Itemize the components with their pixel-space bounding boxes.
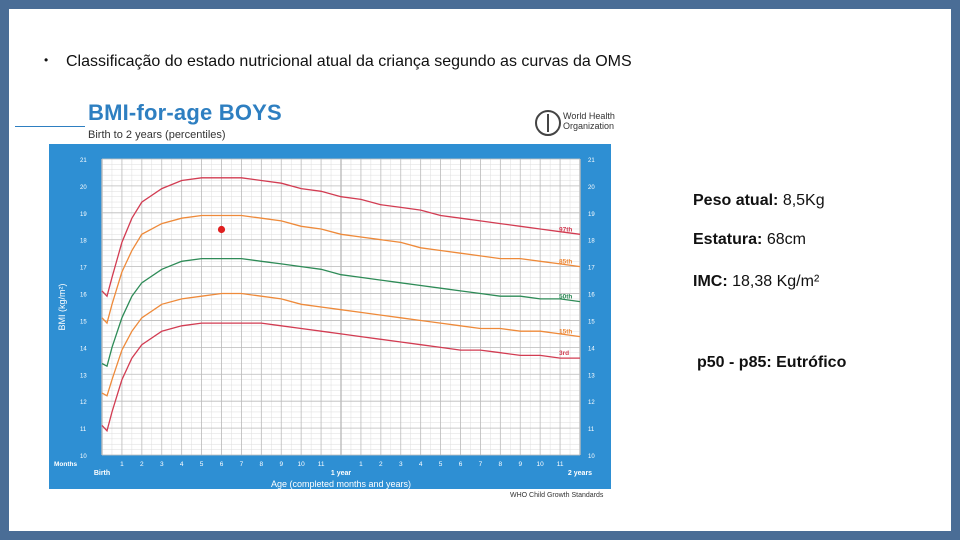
y-tick-label-right: 19	[588, 212, 595, 218]
x-tick-label: 3	[160, 461, 164, 468]
x-tick-label: 4	[180, 461, 184, 468]
info-height: Estatura: 68cm	[693, 231, 806, 249]
x-tick-label: 9	[279, 461, 283, 468]
y-tick-label-left: 13	[80, 373, 87, 379]
x-tick-label: 2	[140, 461, 144, 468]
chart-subtitle: Birth to 2 years (percentiles)	[88, 129, 226, 141]
x-tick-label: 5	[200, 461, 204, 468]
header-rule	[15, 126, 85, 127]
x-tick-label: 7	[479, 461, 483, 468]
x-tick-label: 6	[459, 461, 463, 468]
series-line-97th	[101, 177, 581, 298]
chart-header: BMI-for-age BOYS Birth to 2 years (perce…	[15, 96, 615, 146]
x-tick-label: 1	[359, 461, 363, 468]
y-tick-label-left: 21	[80, 158, 87, 164]
bmi-label: IMC:	[693, 273, 728, 290]
y-tick-label-right: 15	[588, 319, 595, 325]
series-line-3rd	[101, 322, 580, 433]
series-label-50th: 50th	[559, 294, 572, 301]
chart-frame: 10 10 11 11 12 12 13 13 14 14 15 15 16 16 17 17 18 18 19 19…	[49, 144, 611, 489]
bmi-value: 18,38 Kg/m²	[732, 273, 820, 290]
x-tick-label: 1	[120, 461, 124, 468]
y-tick-label-right: 18	[588, 239, 595, 245]
x-axis-label: Age (completed months and years)	[271, 479, 411, 489]
y-tick-label-right: 16	[588, 293, 595, 299]
series-line-85th	[101, 214, 581, 325]
who-org-line2: Organization	[563, 121, 615, 131]
x-tick-label: 2	[379, 461, 383, 468]
series-label-3rd: 3rd	[559, 350, 569, 357]
info-weight: Peso atual: 8,5Kg	[693, 192, 825, 210]
y-tick-label-right: 12	[588, 400, 595, 406]
x-tick-label: 8	[260, 461, 264, 468]
bullet: •	[44, 53, 49, 67]
x-tick-label: Birth	[94, 470, 110, 477]
x-tick-label: 6	[220, 461, 224, 468]
y-tick-label-left: 14	[80, 346, 87, 352]
y-tick-label-right: 20	[588, 185, 595, 191]
y-tick-label-right: 11	[588, 427, 595, 433]
x-tick-label: 11	[557, 461, 564, 468]
info-classification: p50 - p85: Eutrófico	[697, 354, 847, 371]
x-tick-label: 4	[419, 461, 423, 468]
x-tick-label: 7	[240, 461, 244, 468]
slide-heading: • Classificação do estado nutricional atu…	[44, 53, 632, 71]
x-tick-label: 10	[537, 461, 545, 468]
x-tick-label: 10	[298, 461, 306, 468]
series-line-15th	[101, 292, 581, 397]
x-tick-label: 9	[518, 461, 522, 468]
patient-point	[217, 225, 226, 234]
who-logo: World Health Organization	[535, 108, 627, 148]
chart-footer: WHO Child Growth Standards	[510, 492, 604, 499]
y-tick-label-right: 14	[588, 346, 595, 352]
y-axis-label: BMI (kg/m²)	[57, 284, 67, 331]
y-tick-label-left: 12	[80, 400, 87, 406]
weight-value: 8,5Kg	[782, 192, 825, 209]
y-tick-label-left: 19	[80, 212, 87, 218]
series-label-15th: 15th	[559, 329, 572, 336]
y-tick-label-right: 17	[588, 266, 595, 272]
series-label-85th: 85th	[559, 259, 572, 266]
weight-label: Peso atual:	[693, 192, 779, 209]
y-tick-label-left: 10	[80, 454, 87, 460]
y-tick-label-left: 20	[80, 185, 87, 191]
x-tick-label: 3	[399, 461, 403, 468]
y-tick-label-right: 10	[588, 454, 595, 460]
y-tick-label-right: 13	[588, 373, 595, 379]
y-tick-label-left: 16	[80, 293, 87, 299]
who-emblem-icon	[535, 110, 561, 136]
y-tick-label-left: 15	[80, 319, 87, 325]
who-org-name: World Health Organization	[563, 111, 615, 131]
height-label: Estatura:	[693, 231, 763, 248]
who-org-line1: World Health	[563, 111, 615, 121]
height-value: 68cm	[766, 231, 806, 248]
heading-text: Classificação do estado nutricional atua…	[66, 53, 632, 70]
y-tick-label-left: 18	[80, 239, 87, 245]
x-tick-label: 11	[318, 461, 325, 468]
y-tick-label-right: 21	[588, 158, 595, 164]
x-tick-label: 1 year	[331, 470, 352, 477]
x-tick-label: 8	[499, 461, 503, 468]
x-tick-label: 5	[439, 461, 443, 468]
x-tick-label: 2 years	[568, 470, 592, 477]
y-tick-label-left: 11	[80, 427, 87, 433]
chart-title: BMI-for-age BOYS	[88, 100, 282, 125]
series-line-50th	[101, 257, 581, 368]
y-tick-label-left: 17	[80, 266, 87, 272]
series-label-97th: 97th	[559, 226, 572, 233]
x-ticks-caption: Months	[54, 461, 77, 468]
info-bmi: IMC: 18,38 Kg/m²	[693, 273, 819, 291]
